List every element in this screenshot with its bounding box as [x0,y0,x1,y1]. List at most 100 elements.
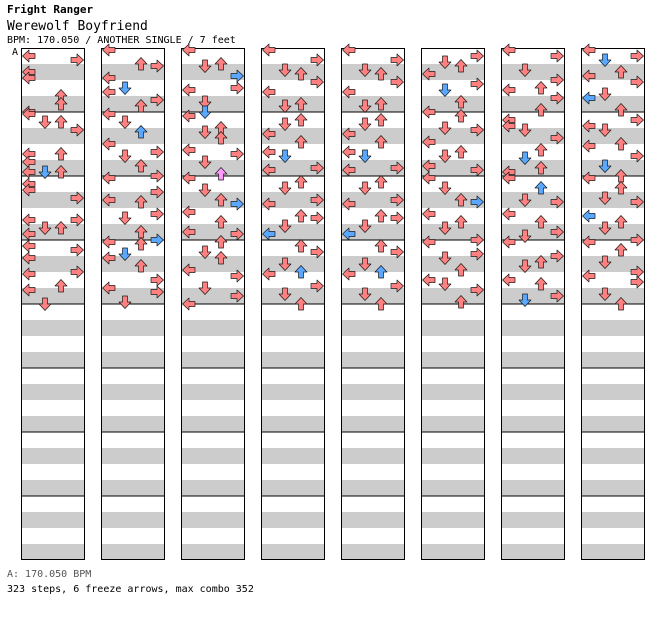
beat-stripe [581,384,645,400]
beat-stripe [101,544,165,560]
arrow-left-quarter-icon [582,69,596,83]
arrow-left-quarter-icon [102,281,116,295]
arrow-down-eighth-icon [598,53,612,67]
beat-stripe [581,96,645,112]
beat-stripe [261,256,325,272]
arrow-up-quarter-icon [294,67,308,81]
arrow-left-quarter-icon [342,163,356,177]
arrow-right-quarter-icon [150,273,164,287]
beat-stripe [261,384,325,400]
beat-stripe [101,384,165,400]
arrow-right-eighth-icon [150,233,164,247]
arrow-right-quarter-icon [310,193,324,207]
arrow-up-quarter-icon [534,81,548,95]
arrow-up-quarter-icon [214,57,228,71]
arrow-left-quarter-icon [502,171,516,185]
beat-stripe [581,288,645,304]
arrow-up-quarter-icon [534,143,548,157]
arrow-down-quarter-icon [198,125,212,139]
measure-column-4 [261,48,325,560]
arrow-down-eighth-icon [518,151,532,165]
arrow-up-quarter-icon [454,109,468,123]
arrow-left-quarter-icon [182,109,196,123]
arrow-down-quarter-icon [278,117,292,131]
beat-stripe [501,288,565,304]
arrow-left-quarter-icon [102,71,116,85]
arrow-left-quarter-icon [22,71,36,85]
arrow-right-quarter-icon [230,289,244,303]
arrow-left-quarter-icon [262,197,276,211]
beat-stripe [181,288,245,304]
beat-stripe [581,160,645,176]
arrow-left-quarter-icon [102,85,116,99]
beat-stripe [101,352,165,368]
arrow-left-quarter-icon [342,127,356,141]
beat-stripe [341,512,405,528]
arrow-down-quarter-icon [118,115,132,129]
arrow-up-quarter-icon [614,137,628,151]
arrow-left-quarter-icon [582,139,596,153]
arrow-left-quarter-icon [262,267,276,281]
column-frame [501,48,565,560]
arrow-up-quarter-icon [534,161,548,175]
arrow-left-quarter-icon [502,119,516,133]
arrow-up-quarter-icon [614,215,628,229]
arrow-left-quarter-icon [102,251,116,265]
beat-stripe [341,544,405,560]
beat-stripe [101,192,165,208]
arrow-left-quarter-icon [262,163,276,177]
column-frame [261,48,325,560]
arrow-right-quarter-icon [310,161,324,175]
beat-stripe [261,352,325,368]
beat-stripe [341,256,405,272]
arrow-right-quarter-icon [550,195,564,209]
arrow-left-quarter-icon [422,207,436,221]
arrow-right-quarter-icon [630,75,644,89]
arrow-left-quarter-icon [502,235,516,249]
arrow-down-quarter-icon [598,255,612,269]
beat-stripe [341,160,405,176]
arrow-right-quarter-icon [630,265,644,279]
arrow-right-quarter-icon [630,49,644,63]
arrow-right-quarter-icon [150,285,164,299]
arrow-up-quarter-icon [134,159,148,173]
arrow-up-quarter-icon [294,239,308,253]
beat-stripe [181,416,245,432]
arrow-right-quarter-icon [390,53,404,67]
arrow-down-quarter-icon [438,221,452,235]
arrow-up-quarter-icon [534,277,548,291]
arrow-down-quarter-icon [518,229,532,243]
beat-stripe [21,384,85,400]
beat-stripe [421,160,485,176]
arrow-up-quarter-icon [374,297,388,311]
arrow-down-quarter-icon [598,191,612,205]
arrow-left-quarter-icon [102,43,116,57]
measure-column-8 [581,48,645,560]
arrow-up-quarter-icon [214,235,228,249]
arrow-down-quarter-icon [438,181,452,195]
arrow-up-quarter-icon [214,193,228,207]
arrow-up-quarter-icon [534,255,548,269]
arrow-down-eighth-icon [38,165,52,179]
beat-stripe [261,448,325,464]
beat-stripe [21,480,85,496]
beat-stripe [421,288,485,304]
arrow-left-eighth-icon [262,227,276,241]
arrow-left-quarter-icon [102,107,116,121]
arrow-left-quarter-icon [582,269,596,283]
arrow-down-quarter-icon [518,259,532,273]
arrow-down-quarter-icon [278,63,292,77]
column-frame [341,48,405,560]
beat-stripe [181,64,245,80]
beat-stripe [581,256,645,272]
beat-stripe [421,416,485,432]
arrow-right-quarter-icon [150,145,164,159]
beat-stripe [181,352,245,368]
beat-stripe [501,352,565,368]
arrow-right-quarter-icon [70,243,84,257]
arrow-up-quarter-icon [614,243,628,257]
arrow-down-quarter-icon [518,63,532,77]
game-title: Fright Ranger [7,3,94,16]
beat-stripe [581,544,645,560]
arrow-up-eighth-icon [294,265,308,279]
